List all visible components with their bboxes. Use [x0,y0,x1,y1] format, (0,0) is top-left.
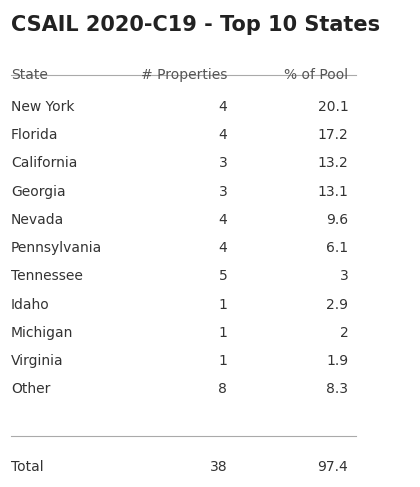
Text: Pennsylvania: Pennsylvania [11,241,102,255]
Text: Other: Other [11,382,50,396]
Text: # Properties: # Properties [141,68,227,82]
Text: Michigan: Michigan [11,326,74,340]
Text: 97.4: 97.4 [318,460,348,474]
Text: Nevada: Nevada [11,213,64,227]
Text: 6.1: 6.1 [326,241,348,255]
Text: 4: 4 [218,241,227,255]
Text: 3: 3 [339,269,348,283]
Text: 1: 1 [218,326,227,340]
Text: CSAIL 2020-C19 - Top 10 States: CSAIL 2020-C19 - Top 10 States [11,15,380,35]
Text: 13.2: 13.2 [318,156,348,170]
Text: Tennessee: Tennessee [11,269,83,283]
Text: 4: 4 [218,100,227,114]
Text: 4: 4 [218,213,227,227]
Text: 17.2: 17.2 [318,128,348,142]
Text: 3: 3 [218,156,227,170]
Text: 8.3: 8.3 [326,382,348,396]
Text: 4: 4 [218,128,227,142]
Text: Idaho: Idaho [11,298,50,312]
Text: Total: Total [11,460,44,474]
Text: New York: New York [11,100,74,114]
Text: % of Pool: % of Pool [284,68,348,82]
Text: 9.6: 9.6 [326,213,348,227]
Text: 2.9: 2.9 [326,298,348,312]
Text: Florida: Florida [11,128,58,142]
Text: 13.1: 13.1 [318,185,348,199]
Text: 38: 38 [210,460,227,474]
Text: 1.9: 1.9 [326,354,348,368]
Text: 20.1: 20.1 [318,100,348,114]
Text: 8: 8 [218,382,227,396]
Text: 1: 1 [218,298,227,312]
Text: 1: 1 [218,354,227,368]
Text: Georgia: Georgia [11,185,66,199]
Text: State: State [11,68,48,82]
Text: 2: 2 [339,326,348,340]
Text: 3: 3 [218,185,227,199]
Text: California: California [11,156,77,170]
Text: 5: 5 [218,269,227,283]
Text: Virginia: Virginia [11,354,63,368]
